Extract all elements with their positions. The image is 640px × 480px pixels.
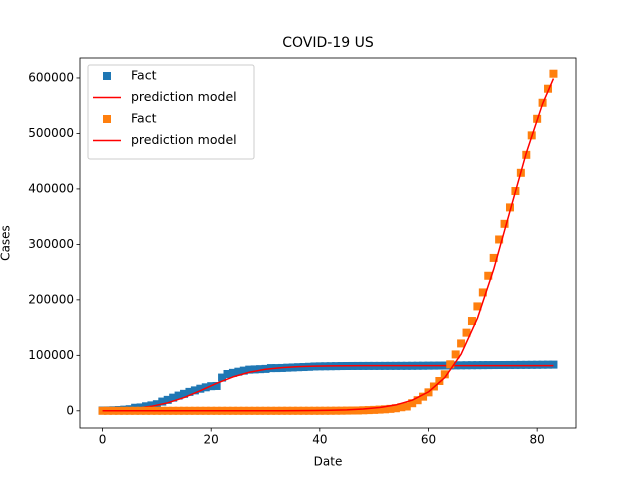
data-point [533,360,542,369]
data-point [147,401,156,410]
data-point [98,406,107,415]
data-point [245,365,254,374]
y-axis-label: Cases [0,225,13,261]
data-point [440,370,449,379]
data-point [386,404,395,413]
x-tick-label: 20 [204,433,219,447]
data-point [359,406,368,415]
y-tick-label: 600000 [28,70,74,84]
legend-box [87,64,255,160]
data-point [467,317,476,326]
data-point [538,360,547,369]
data-point [402,402,411,411]
data-point [489,253,498,262]
data-point [196,384,205,393]
legend-label: prediction model [131,132,237,147]
data-point [174,391,183,400]
data-point [185,387,194,396]
data-point [234,367,243,376]
y-tick-label: 300000 [28,237,74,251]
prediction-line [102,364,554,411]
x-tick-label: 0 [99,433,107,447]
data-point [228,368,237,377]
data-point [163,395,172,404]
prediction-line [102,78,555,412]
data-point [391,404,400,413]
data-point [413,396,422,405]
data-point [500,219,509,228]
data-point [544,360,553,369]
x-tick-label: 40 [312,433,327,447]
data-point [451,350,460,359]
legend-label: Fact [131,111,157,126]
data-point [397,403,406,412]
x-tick-label: 80 [530,433,545,447]
data-point [435,376,444,385]
data-point [549,69,558,78]
data-point [370,405,379,414]
data-point [364,406,373,415]
data-point [457,339,466,348]
legend-label: Fact [131,68,157,83]
legend-label: prediction model [131,89,237,104]
axes-frame [79,57,577,429]
data-point [201,383,210,392]
legend-marker [103,72,111,80]
legend-marker [103,115,111,123]
data-point [462,328,471,337]
chart-title: COVID-19 US [282,35,374,51]
data-point [473,302,482,311]
y-tick-label: 200000 [28,292,74,306]
data-point [446,360,455,369]
data-point [250,365,259,374]
data-point [522,360,531,369]
x-axis-label: Date [314,455,343,469]
data-point [190,386,199,395]
data-point [218,373,227,382]
data-point [478,288,487,297]
plot-area [98,69,558,415]
data-point [223,369,232,378]
data-point [212,381,221,390]
data-point [375,405,384,414]
data-point [505,203,514,212]
data-point [381,405,390,414]
data-point [408,399,417,408]
legend: Fact prediction model Fact prediction model [87,64,255,160]
data-point [527,360,536,369]
data-point [348,406,357,415]
data-point [353,406,362,415]
data-point [158,397,167,406]
y-tick-label: 0 [66,403,74,417]
data-point [484,271,493,280]
data-point [256,365,265,374]
data-point [495,235,504,244]
data-point [544,84,553,93]
y-tick-label: 500000 [28,126,74,140]
x-tick-label: 60 [421,433,436,447]
data-point [549,360,558,369]
data-point [169,393,178,402]
data-point [239,366,248,375]
y-tick-label: 100000 [28,348,74,362]
data-point [180,389,189,398]
y-tick-label: 400000 [28,181,74,195]
data-point [152,400,161,409]
data-point [343,406,352,415]
data-point [419,392,428,401]
